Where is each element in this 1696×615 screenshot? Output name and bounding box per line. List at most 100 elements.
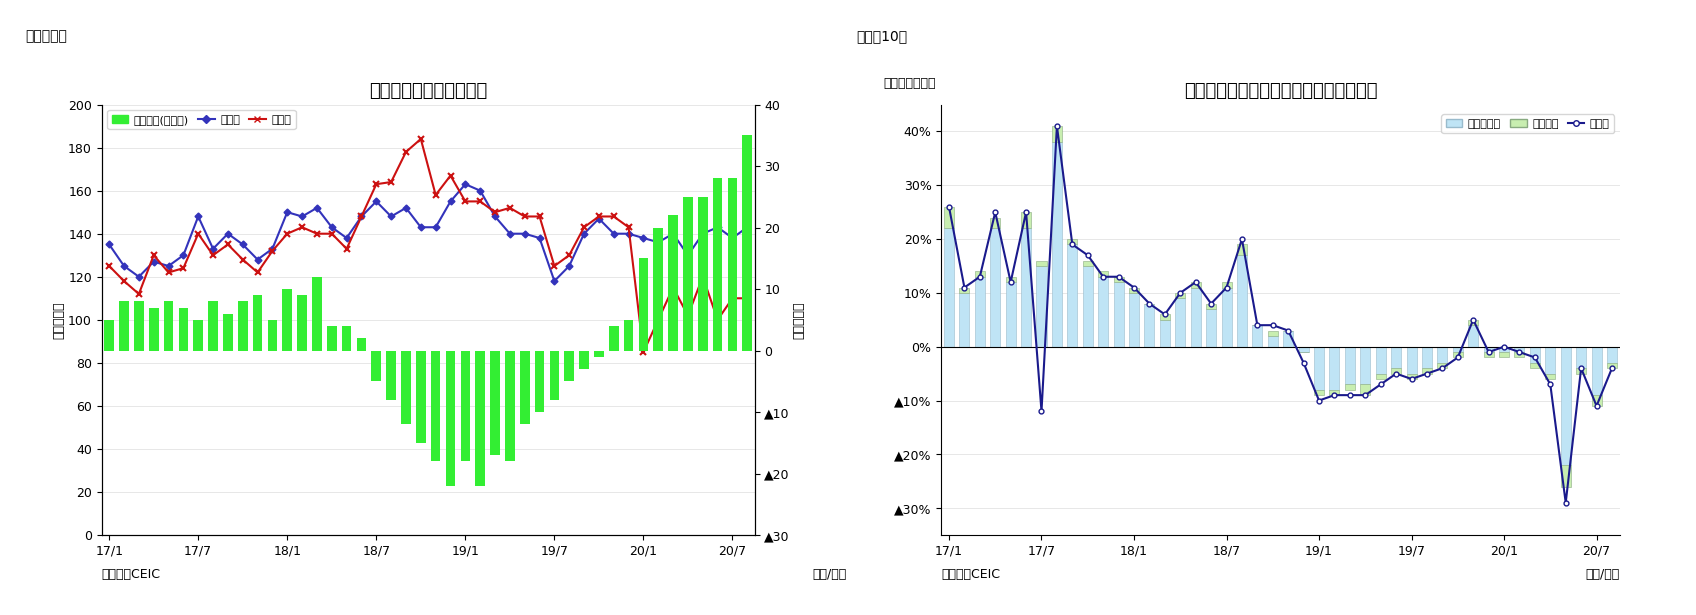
Bar: [653, 228, 663, 351]
Bar: [1453, 352, 1462, 357]
Text: （図表10）: （図表10）: [856, 29, 907, 43]
Bar: [1438, 363, 1447, 368]
Bar: [1206, 304, 1216, 309]
Bar: [1421, 368, 1431, 374]
Bar: [1067, 244, 1077, 347]
Bar: [1252, 325, 1262, 347]
Bar: [1160, 314, 1170, 320]
Bar: [1576, 347, 1586, 368]
Bar: [1391, 347, 1401, 368]
Text: （前年同月比）: （前年同月比）: [884, 77, 936, 90]
Bar: [1469, 320, 1479, 325]
Bar: [1130, 288, 1140, 293]
Bar: [1114, 282, 1124, 347]
Bar: [624, 320, 633, 351]
Bar: [1375, 347, 1386, 374]
Bar: [534, 351, 544, 412]
Bar: [1345, 347, 1355, 384]
Bar: [1499, 347, 1509, 352]
Bar: [1391, 368, 1401, 374]
Bar: [1406, 374, 1416, 379]
Y-axis label: （億ドル）: （億ドル）: [792, 301, 806, 338]
Bar: [945, 207, 953, 228]
Bar: [343, 326, 351, 351]
Bar: [580, 351, 589, 369]
Bar: [193, 320, 204, 351]
Bar: [1130, 293, 1140, 347]
Bar: [1221, 288, 1231, 347]
Bar: [1406, 347, 1416, 374]
Bar: [356, 338, 366, 351]
Bar: [609, 326, 619, 351]
Bar: [1082, 261, 1092, 266]
Bar: [1175, 293, 1186, 298]
Bar: [1345, 384, 1355, 390]
Bar: [1191, 288, 1201, 347]
Bar: [105, 320, 114, 351]
Bar: [521, 351, 529, 424]
Bar: [1052, 126, 1062, 142]
Bar: [1438, 347, 1447, 363]
Bar: [1236, 245, 1247, 255]
Bar: [237, 301, 248, 351]
Bar: [1236, 255, 1247, 347]
Bar: [1515, 352, 1525, 357]
Bar: [1330, 347, 1340, 390]
Bar: [268, 320, 276, 351]
Bar: [1560, 465, 1570, 486]
Bar: [668, 215, 678, 351]
Bar: [1114, 277, 1124, 282]
Bar: [165, 301, 173, 351]
Bar: [990, 228, 1001, 347]
Bar: [1067, 239, 1077, 244]
Bar: [1269, 331, 1277, 336]
Bar: [975, 277, 985, 347]
Bar: [461, 351, 470, 461]
Bar: [1484, 347, 1494, 352]
Bar: [1576, 368, 1586, 374]
Text: （年/月）: （年/月）: [812, 568, 846, 581]
Bar: [1560, 347, 1570, 465]
Bar: [1314, 347, 1325, 390]
Bar: [1530, 347, 1540, 363]
Bar: [639, 258, 648, 351]
Bar: [1360, 384, 1370, 395]
Bar: [1515, 347, 1525, 352]
Bar: [371, 351, 382, 381]
Bar: [1036, 261, 1046, 266]
Bar: [283, 289, 292, 351]
Bar: [699, 197, 707, 351]
Bar: [297, 295, 307, 351]
Bar: [1206, 309, 1216, 347]
Bar: [975, 271, 985, 277]
Bar: [1314, 390, 1325, 395]
Bar: [743, 135, 751, 351]
Bar: [1545, 374, 1555, 379]
Bar: [683, 197, 692, 351]
Text: （年/月）: （年/月）: [1586, 568, 1620, 581]
Bar: [505, 351, 514, 461]
Bar: [119, 301, 129, 351]
Bar: [475, 351, 485, 486]
Bar: [1608, 347, 1616, 363]
Bar: [594, 351, 604, 357]
Legend: 貿易収支(右目盛), 輸出額, 輸入額: 貿易収支(右目盛), 輸出額, 輸入額: [107, 110, 295, 129]
Bar: [1021, 228, 1031, 347]
Bar: [1021, 212, 1031, 228]
Bar: [960, 293, 970, 347]
Bar: [1499, 352, 1509, 357]
Bar: [178, 308, 188, 351]
Text: （資料）CEIC: （資料）CEIC: [941, 568, 1001, 581]
Bar: [312, 277, 322, 351]
Bar: [1545, 347, 1555, 374]
Bar: [1082, 266, 1092, 347]
Bar: [728, 178, 738, 351]
Bar: [960, 288, 970, 293]
Bar: [1006, 282, 1016, 347]
Bar: [1145, 304, 1155, 347]
Bar: [1099, 277, 1107, 347]
Bar: [1530, 363, 1540, 368]
Bar: [1006, 277, 1016, 282]
Y-axis label: （億ドル）: （億ドル）: [53, 301, 66, 338]
Bar: [149, 308, 158, 351]
